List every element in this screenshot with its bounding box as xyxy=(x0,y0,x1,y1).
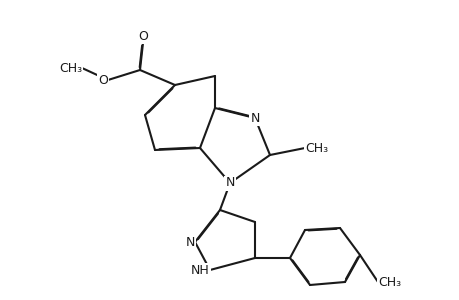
Text: O: O xyxy=(98,74,108,86)
Text: CH₃: CH₃ xyxy=(377,275,400,289)
Text: N: N xyxy=(185,236,195,248)
Text: N: N xyxy=(250,112,259,124)
Text: N: N xyxy=(225,176,234,190)
Text: CH₃: CH₃ xyxy=(59,61,82,74)
Text: NH: NH xyxy=(191,263,210,277)
Text: CH₃: CH₃ xyxy=(304,142,327,154)
Text: O: O xyxy=(138,30,148,43)
